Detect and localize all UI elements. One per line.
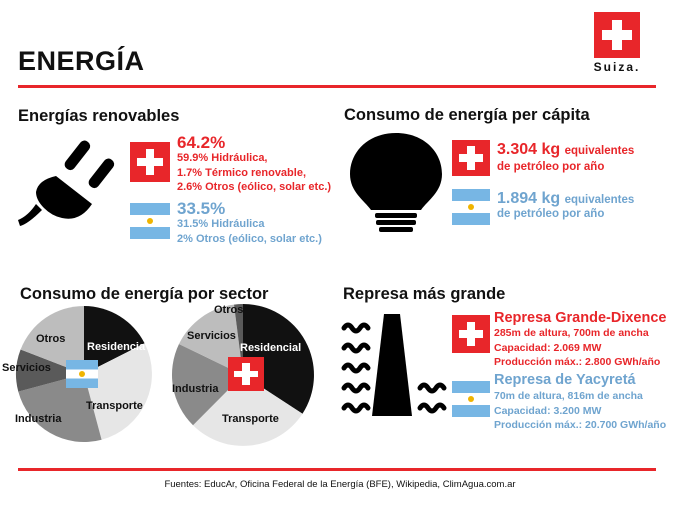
pie-label-servicios: Servicios xyxy=(2,362,51,374)
pie-slice-transporte xyxy=(84,343,152,440)
swiss-flag xyxy=(228,357,264,391)
per-capita-heading: Consumo de energía per cápita xyxy=(344,106,590,124)
pie-slice-residencia xyxy=(84,306,145,374)
swiss-flag xyxy=(452,140,490,176)
argentina-flag xyxy=(66,360,98,388)
pie-label-residencia: Residencia xyxy=(87,341,146,353)
lightbulb-icon xyxy=(350,133,442,232)
argentina-flag xyxy=(130,203,170,239)
per-capita-arg-unit: de petróleo por año xyxy=(497,208,605,220)
dam-arg-detail: 70m de altura, 816m de ancha Capacidad: … xyxy=(494,390,667,431)
sources: Fuentes: EducAr, Oficina Federal de la E… xyxy=(164,479,516,490)
swiss-flag xyxy=(452,315,490,353)
pie-slice-industria xyxy=(18,374,102,443)
pie-label-industria: Industria xyxy=(172,383,219,395)
dam-swiss-name: Represa Grande-Dixence xyxy=(494,310,667,326)
renewables-swiss-pct: 64.2% xyxy=(177,133,226,152)
per-capita-swiss-unit: de petróleo por año xyxy=(497,161,605,173)
pie-slice-otros xyxy=(20,306,85,374)
pie-slice-industria xyxy=(171,344,243,426)
dam-icon xyxy=(341,314,447,416)
pie-slice-servicios xyxy=(16,349,84,392)
swiss-flag-logo xyxy=(594,12,640,58)
switzerland-pie xyxy=(171,304,314,446)
pie-label-otros: Otros xyxy=(214,304,244,316)
page-title: ENERGÍA xyxy=(18,46,145,76)
dam-swiss-detail: 285m de altura, 700m de ancha Capacidad:… xyxy=(494,327,661,368)
pie-label-transporte: Transporte xyxy=(222,413,279,425)
per-capita-arg-value: 1.894 kg equivalentes xyxy=(497,190,635,207)
top-divider xyxy=(18,85,656,88)
renewables-heading: Energías renovables xyxy=(18,107,180,125)
plug-icon xyxy=(18,140,115,226)
logo-label: Suiza. xyxy=(593,60,641,74)
pie-label-residencial: Residencial xyxy=(240,342,302,354)
pie-slice-transporte xyxy=(193,375,303,446)
argentina-flag xyxy=(452,189,490,225)
pie-label-servicios: Servicios xyxy=(187,330,236,342)
bottom-divider xyxy=(18,468,656,471)
sector-heading: Consumo de energía por sector xyxy=(20,285,269,303)
pie-label-transporte: Transporte xyxy=(86,400,143,412)
pie-slice-servicios xyxy=(179,304,243,375)
renewables-swiss-detail: 59.9% Hidráulica, 1.7% Térmico renovable… xyxy=(177,152,332,193)
swiss-flag xyxy=(130,142,170,182)
dam-arg-name: Represa de Yacyretá xyxy=(494,372,636,388)
renewables-arg-detail: 31.5% Hidráulica 2% Otros (eólico, solar… xyxy=(177,218,322,245)
pie-label-industria: Industria xyxy=(15,413,62,425)
pie-label-otros: Otros xyxy=(36,333,66,345)
renewables-arg-pct: 33.5% xyxy=(177,199,226,218)
argentina-pie xyxy=(16,306,152,443)
per-capita-swiss-value: 3.304 kg equivalentes xyxy=(497,141,635,158)
dam-heading: Represa más grande xyxy=(343,285,506,303)
argentina-flag xyxy=(452,381,490,417)
